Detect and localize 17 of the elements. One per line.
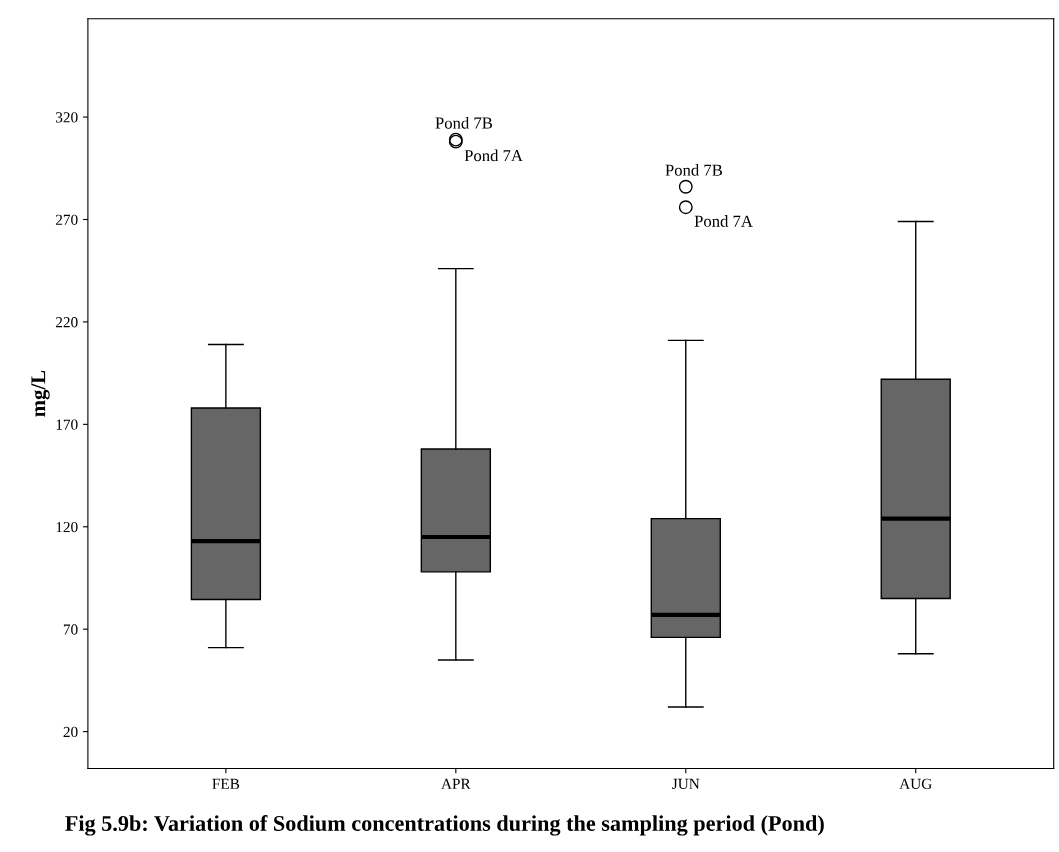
- y-tick-label: 120: [56, 521, 78, 533]
- x-tick-label: JUN: [672, 778, 700, 789]
- annotation: Pond 7B: [435, 116, 493, 129]
- annotation: Pond 7A: [464, 149, 523, 162]
- y-tick-label: 170: [56, 419, 78, 430]
- text: Fig 5.9b: Variation of Sodium concentrations during the sampling period (Pond): [65, 815, 824, 836]
- y-tick-label: 70: [63, 624, 78, 635]
- y-tick-label: 320: [55, 112, 78, 123]
- y-tick-label: 270: [55, 214, 78, 225]
- x-tick-label: AUG: [899, 778, 932, 789]
- x-tick-label: FEB: [212, 778, 240, 789]
- annotation: Pond 7B: [665, 164, 723, 176]
- y-axis-title: mg/L: [31, 370, 50, 417]
- y-tick-label: 20: [63, 726, 78, 738]
- annotation: Pond 7A: [694, 215, 753, 227]
- x-tick-label: APR: [441, 778, 471, 789]
- y-tick-label: 220: [55, 317, 78, 328]
